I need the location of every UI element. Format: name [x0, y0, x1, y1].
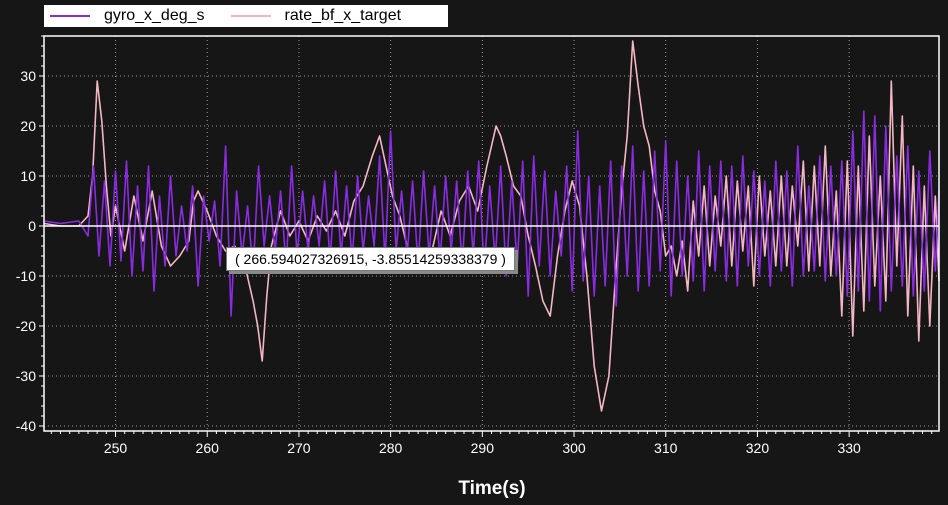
- legend-label-rate: rate_bf_x_target: [284, 7, 402, 24]
- x-tick-label: 280: [379, 440, 403, 456]
- x-tick-label: 260: [196, 440, 220, 456]
- x-tick-label: 320: [746, 440, 770, 456]
- y-tick-label: 0: [28, 218, 36, 234]
- axis-ticks: 250 260 270 280 290 300 310 320 330 -40 -30 -20 -10 0…: [16, 35, 933, 456]
- x-tick-label: 290: [471, 440, 495, 456]
- legend[interactable]: gyro_x_deg_s rate_bf_x_target: [44, 5, 448, 27]
- y-tick-label: 30: [20, 68, 36, 84]
- x-tick-label: 270: [287, 440, 311, 456]
- x-tick-label: 330: [837, 440, 861, 456]
- legend-label-gyro: gyro_x_deg_s: [104, 7, 205, 24]
- x-axis-label: Time(s): [458, 478, 525, 499]
- legend-item-gyro[interactable]: gyro_x_deg_s: [50, 7, 205, 25]
- y-tick-label: -20: [16, 318, 36, 334]
- y-tick-label: 20: [20, 118, 36, 134]
- y-tick-label: -40: [16, 418, 36, 434]
- y-tick-label: 10: [20, 168, 36, 184]
- legend-swatch-rate: [230, 15, 271, 17]
- x-tick-label: 300: [562, 440, 586, 456]
- series-layer: [43, 40, 940, 412]
- series-line-gyro_x_deg_s: [43, 110, 940, 317]
- cursor-tooltip: ( 266.594027326915, -3.85514259338379 ): [226, 247, 515, 271]
- x-tick-label: 310: [654, 440, 678, 456]
- legend-item-rate[interactable]: rate_bf_x_target: [230, 7, 402, 25]
- x-tick-label: 250: [104, 440, 128, 456]
- y-tick-label: -10: [16, 268, 36, 284]
- legend-swatch-gyro: [50, 15, 90, 17]
- y-tick-label: -30: [16, 368, 36, 384]
